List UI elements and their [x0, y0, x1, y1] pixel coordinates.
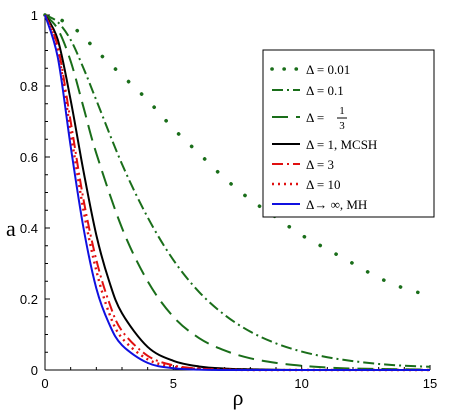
legend-label-5: Δ = 10: [306, 177, 340, 192]
y-tick-label: 0.4: [20, 221, 38, 236]
x-tick-label: 10: [294, 376, 308, 391]
series-layer: [43, 13, 432, 372]
y-axis-label: a: [6, 216, 16, 241]
legend-frac-num: 1: [339, 105, 345, 117]
y-tick-label: 0.6: [20, 150, 38, 165]
legend-label-2: Δ =: [306, 110, 324, 125]
axes: 0 5 10 15 0 0.2 0.4 0.6 0.8 1: [20, 8, 437, 391]
x-tick-label: 15: [423, 376, 437, 391]
x-axis-label: ρ: [233, 385, 244, 410]
series-line-1: [44, 14, 431, 368]
legend: Δ = 0.01 Δ = 0.1 Δ = 1 3 Δ = 1, MCSH Δ = 3 Δ = …: [262, 49, 435, 218]
x-tick-label: 0: [41, 376, 48, 391]
series-line-5: [43, 14, 430, 372]
legend-label-0: Δ = 0.01: [306, 62, 350, 77]
legend-label-1: Δ = 0.1: [306, 83, 344, 98]
legend-label-6: Δ→ ∞, MH: [306, 197, 367, 212]
y-tick-label: 0.2: [20, 292, 38, 307]
y-tick-label: 0: [31, 363, 38, 378]
y-tick-label: 0.8: [20, 79, 38, 94]
y-tick-label: 1: [31, 8, 38, 23]
series-line-2: [44, 14, 431, 371]
legend-label-4: Δ = 3: [306, 157, 334, 172]
legend-box: [262, 49, 435, 218]
series-line-6: [44, 14, 430, 372]
legend-frac-den: 3: [339, 120, 345, 132]
legend-label-3: Δ = 1, MCSH: [306, 137, 377, 152]
x-tick-label: 5: [170, 376, 177, 391]
